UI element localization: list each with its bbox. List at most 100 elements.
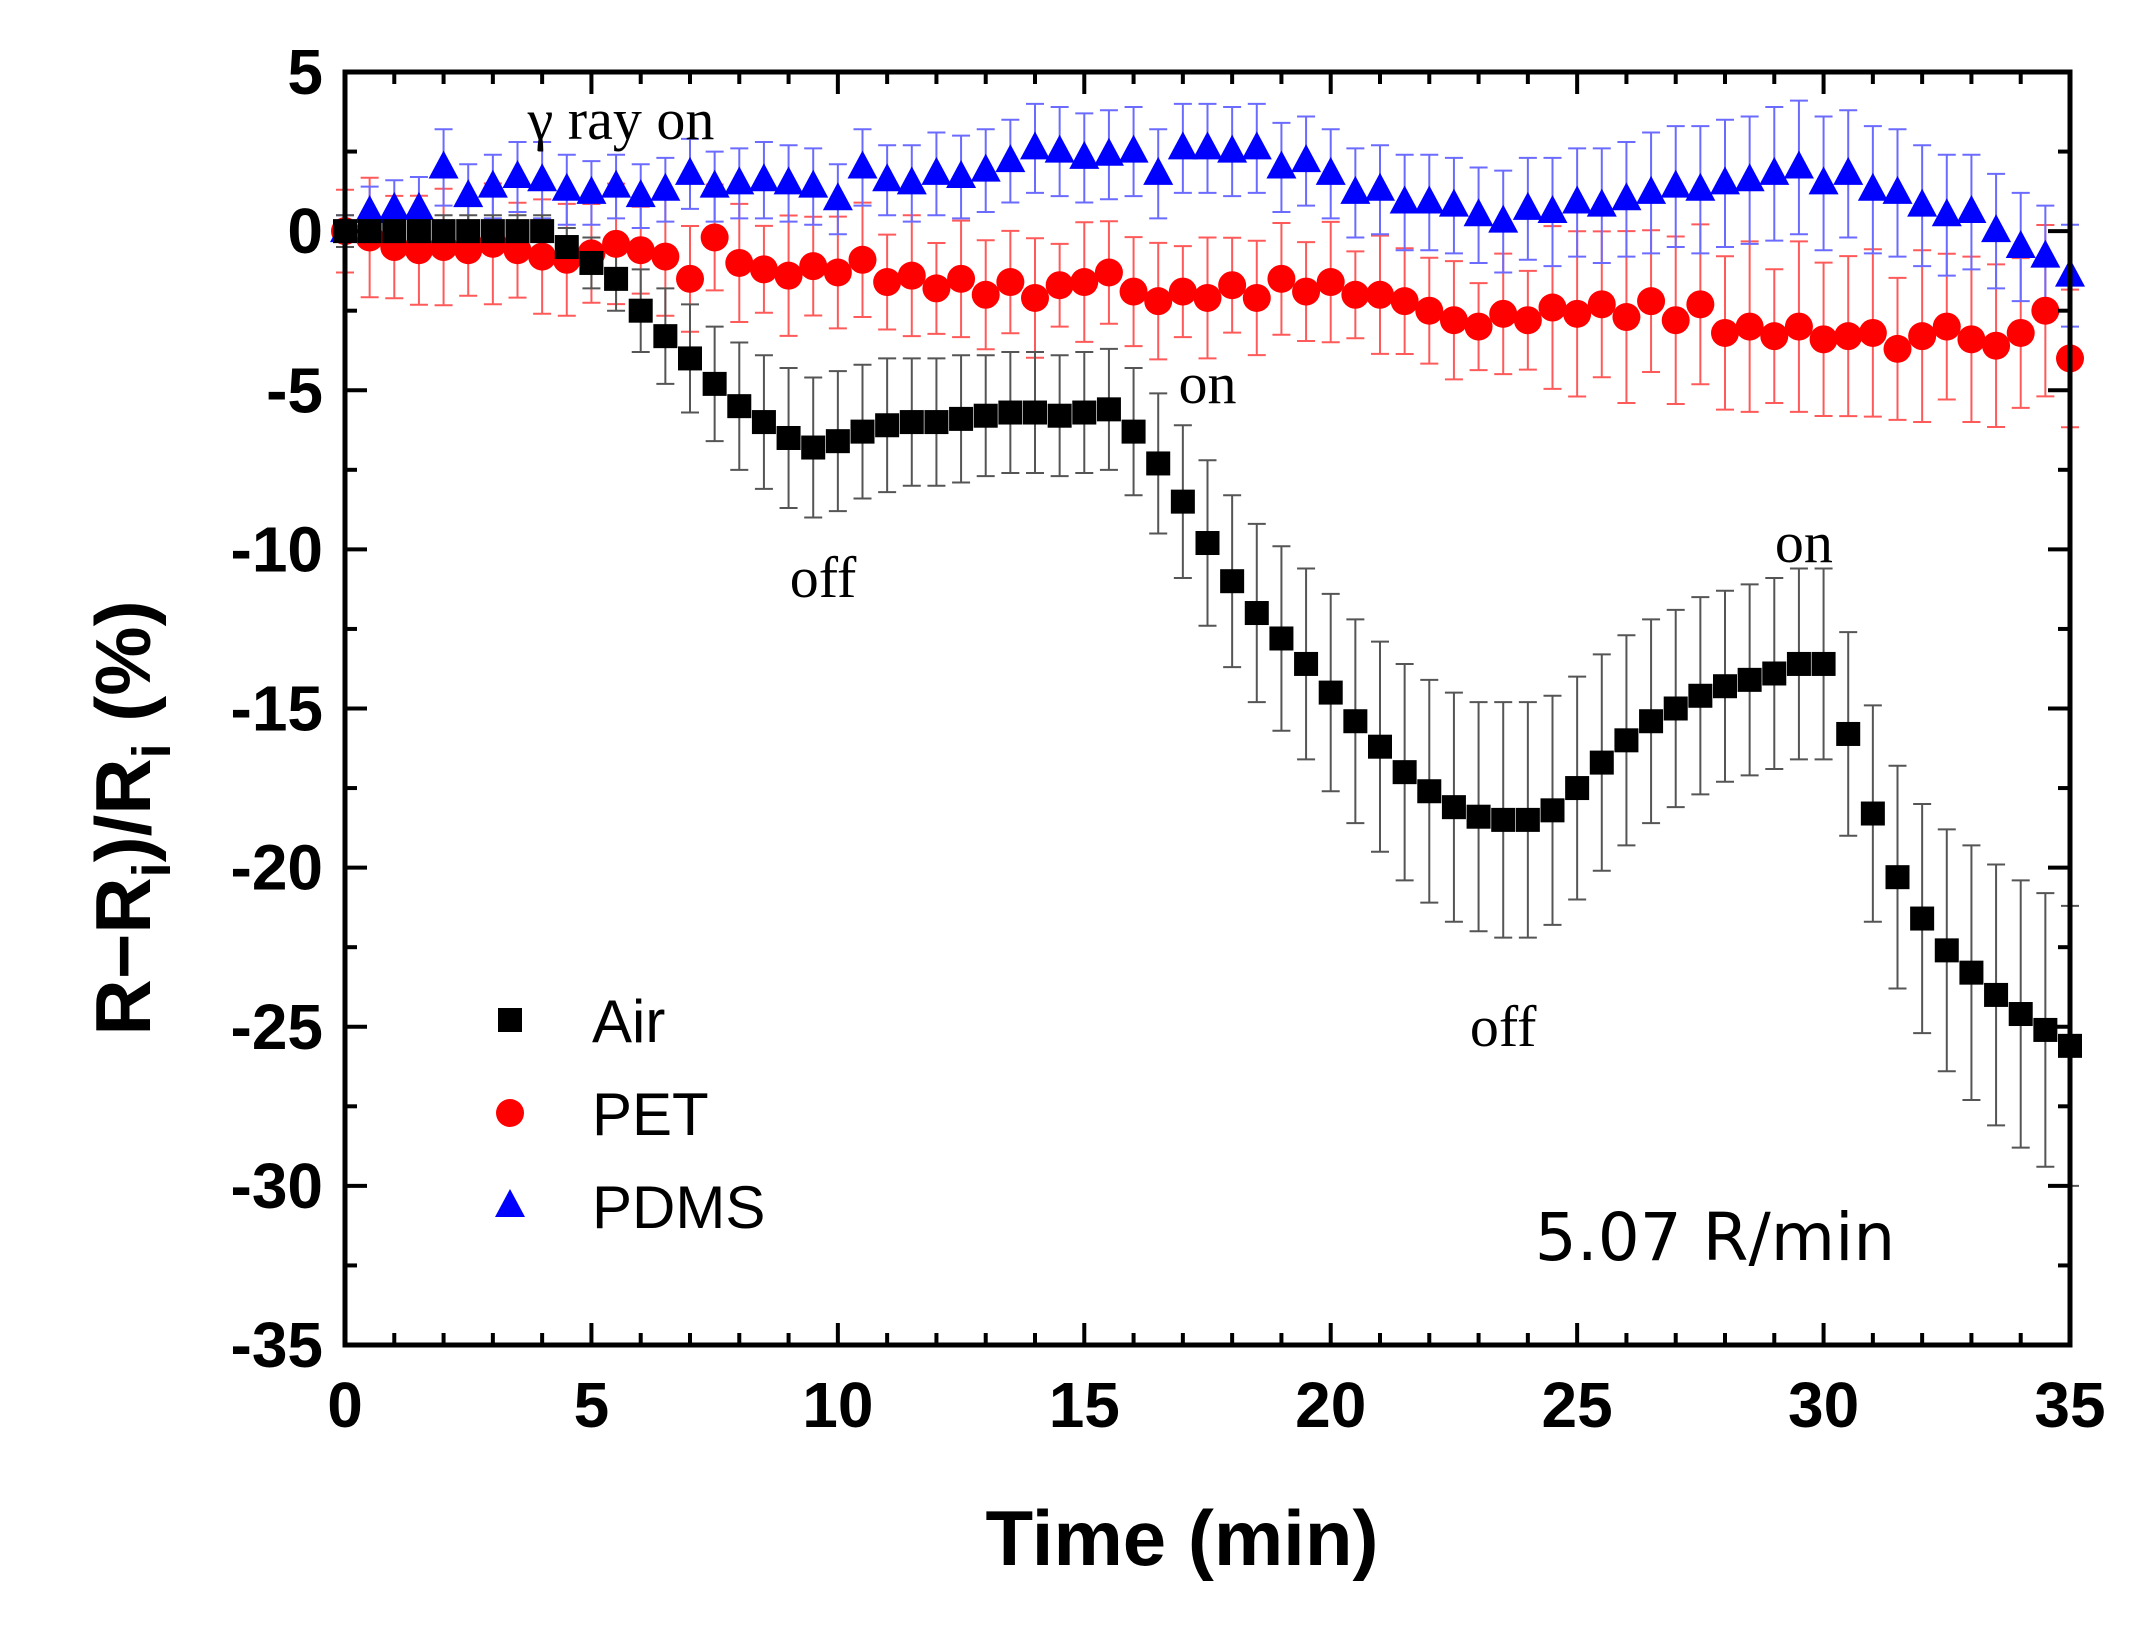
pet-point — [1341, 280, 1370, 309]
pdms-point — [1266, 150, 1297, 179]
pdms-point — [1069, 140, 1100, 169]
air-point — [973, 403, 998, 428]
x-axis-title: Time (min) — [986, 1494, 1379, 1582]
pet-point — [1045, 271, 1074, 300]
annotation-label: γ ray on — [527, 87, 715, 152]
pdms-point — [527, 163, 558, 192]
pet-point — [1834, 322, 1863, 351]
pdms-point — [403, 191, 434, 220]
y-tick-label: -25 — [231, 991, 324, 1063]
pdms-point — [1759, 156, 1790, 185]
pet-point — [1390, 287, 1419, 316]
pdms-point — [1808, 166, 1839, 195]
tick-labels: 0 5 10 15 20 25 30 35 5 0 -5 -10 -15 -20 -25 -30 -35 — [231, 36, 2106, 1441]
air-point — [1589, 750, 1614, 775]
pet-point — [404, 236, 433, 265]
pdms-point — [1981, 214, 2012, 243]
x-tick-label: 35 — [2034, 1369, 2105, 1441]
air-point — [678, 346, 702, 371]
pdms-point — [1907, 188, 1938, 217]
pdms-point — [1020, 131, 1050, 160]
y-tick-label: 5 — [287, 36, 323, 108]
pdms-point — [995, 144, 1026, 173]
air-point — [1515, 807, 1540, 832]
pet-point — [1489, 299, 1518, 328]
pdms-point — [1882, 175, 1913, 204]
y-tick-label: -10 — [231, 513, 324, 585]
air-point — [1392, 760, 1417, 785]
annotation-label: on — [1179, 351, 1237, 416]
pdms-point — [551, 172, 582, 201]
air-point — [1244, 601, 1269, 626]
pdms-point — [1562, 185, 1593, 214]
air-point — [1688, 683, 1713, 708]
air-point — [1368, 734, 1392, 759]
pet-point — [1982, 331, 2011, 360]
air-point — [1441, 795, 1466, 820]
air-point — [1343, 709, 1368, 734]
air-point — [1294, 651, 1319, 676]
air-point — [1811, 651, 1836, 676]
pdms-point — [1118, 134, 1149, 163]
annotations: γ ray on off on off on — [527, 87, 1833, 1059]
pet-point — [996, 268, 1025, 297]
pdms-point — [1291, 144, 1322, 173]
pet-point — [1686, 290, 1715, 319]
air-point — [1762, 661, 1787, 686]
pdms-legend-label: PDMS — [592, 1174, 765, 1241]
pdms-point — [1414, 185, 1445, 214]
air-legend-label: Air — [592, 988, 665, 1055]
pdms-point — [477, 169, 508, 198]
air-point — [1663, 696, 1688, 721]
pet-point — [1021, 283, 1049, 312]
dose-rate-label: 5.07 R/min — [1535, 1199, 1896, 1276]
pdms-point — [675, 156, 705, 185]
pdms-legend-marker — [495, 1189, 525, 1217]
air-point — [1959, 960, 1984, 985]
pdms-point — [576, 175, 607, 204]
pdms-point — [1660, 169, 1691, 198]
pet-point — [626, 236, 655, 265]
air-point — [727, 394, 752, 419]
pdms-point — [428, 150, 459, 179]
air-point — [579, 250, 604, 275]
pdms-point — [847, 150, 878, 179]
pet-point — [799, 252, 828, 281]
pet-point — [1168, 277, 1197, 306]
pet-legend-marker — [496, 1099, 524, 1127]
pet-point — [1809, 325, 1838, 354]
data-markers — [330, 131, 2085, 1058]
pet-point — [1513, 306, 1542, 335]
air-point — [1121, 419, 1146, 444]
pet-point — [1883, 334, 1912, 363]
air-point — [1934, 938, 1959, 963]
air-point — [1860, 801, 1885, 826]
x-tick-label: 15 — [1049, 1369, 1120, 1441]
air-point — [1023, 400, 1047, 425]
pdms-point — [650, 172, 681, 201]
pet-point — [1637, 287, 1666, 316]
pdms-point — [379, 191, 410, 220]
air-point — [1639, 709, 1664, 734]
air-point — [1614, 728, 1639, 753]
air-point — [1318, 680, 1343, 705]
air-point — [653, 324, 678, 349]
pdms-point — [453, 179, 484, 208]
air-point — [1195, 531, 1220, 556]
pet-point — [1711, 318, 1739, 347]
air-point — [924, 410, 949, 435]
pdms-point — [1217, 134, 1248, 163]
x-tick-label: 0 — [327, 1369, 363, 1441]
pdms-point — [1463, 198, 1494, 227]
x-tick-label: 25 — [1542, 1369, 1613, 1441]
air-point — [1910, 906, 1935, 931]
pdms-point — [946, 160, 977, 189]
pet-point — [1784, 312, 1813, 341]
pet-point — [1563, 299, 1592, 328]
air-point — [431, 219, 456, 244]
pet-point — [1144, 287, 1173, 316]
air-point — [998, 400, 1023, 425]
axes — [342, 69, 2073, 1348]
pet-legend-label: PET — [592, 1081, 709, 1148]
pdms-point — [1586, 188, 1617, 217]
